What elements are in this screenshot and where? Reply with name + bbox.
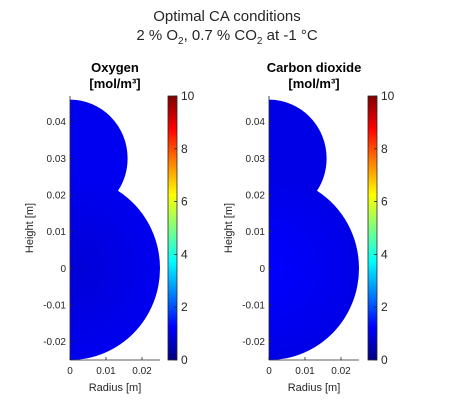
panel-title-line1: Oxygen	[91, 60, 139, 75]
colorbar-tick-label: 2	[181, 300, 188, 314]
chart-panel-2: Carbon dioxide[mol/m³] 0.04 0.03 0.02 0.01 0 -…	[223, 60, 395, 394]
co2-value: , 0.7 % CO	[184, 27, 257, 44]
colorbar	[367, 95, 378, 361]
colorbar-tick-label: 10	[181, 89, 195, 103]
y-axis-label: Height [m]	[223, 203, 235, 253]
axes-area	[269, 99, 359, 360]
x-tick-label: 0.01	[295, 366, 315, 377]
colorbar-tick-label: 6	[181, 195, 188, 209]
colorbar-tick-label: 4	[381, 247, 388, 261]
concentration-field	[269, 99, 359, 360]
y-tick-label: 0.01	[246, 227, 266, 238]
x-tick-label: 0	[67, 366, 73, 377]
colorbar-tick-label: 0	[381, 353, 388, 367]
colorbar-tick-label: 10	[381, 89, 395, 103]
colorbar-tick-label: 8	[181, 142, 188, 156]
colorbar-tick-label: 6	[381, 195, 388, 209]
colorbar-tick-label: 0	[181, 353, 188, 367]
y-tick-label: 0.03	[47, 154, 67, 165]
y-tick-label: 0.04	[47, 117, 67, 128]
o2-value: 2 % O	[136, 27, 178, 44]
y-tick-label: -0.02	[242, 337, 265, 348]
y-tick-label: -0.01	[43, 301, 66, 312]
x-tick-label: 0.01	[96, 366, 116, 377]
x-axis-label: Radius [m]	[288, 382, 341, 394]
y-tick-label: 0.01	[47, 227, 67, 238]
y-tick-label: 0.03	[246, 154, 266, 165]
x-tick-label: 0	[266, 366, 272, 377]
y-tick-label: 0.02	[47, 191, 67, 202]
figure-title-line2: 2 % O2, 0.7 % CO2 at -1 °C	[136, 27, 318, 47]
panel-title-line1: Carbon dioxide	[267, 60, 362, 75]
x-axis-label: Radius [m]	[89, 382, 142, 394]
y-tick-label: 0	[60, 264, 66, 275]
y-tick-label: -0.01	[242, 301, 265, 312]
y-tick-label: 0	[259, 264, 265, 275]
y-tick-label: 0.04	[246, 117, 266, 128]
axes-area	[70, 99, 160, 360]
colorbar	[167, 95, 178, 361]
colorbar-tick-label: 2	[381, 300, 388, 314]
x-tick-label: 0.02	[331, 366, 351, 377]
panel-title-line2: [mol/m³]	[288, 76, 339, 91]
colorbar-tick-label: 8	[381, 142, 388, 156]
co2-subscript: 2	[257, 36, 263, 47]
x-tick-label: 0.02	[132, 366, 152, 377]
temperature-text: at -1 °C	[262, 27, 317, 44]
y-axis-label: Height [m]	[24, 203, 36, 253]
concentration-field	[70, 99, 160, 360]
y-tick-label: -0.02	[43, 337, 66, 348]
panel-title-line2: [mol/m³]	[89, 76, 140, 91]
o2-subscript: 2	[178, 36, 184, 47]
colorbar-tick-label: 4	[181, 247, 188, 261]
figure-title-line1: Optimal CA conditions	[153, 8, 301, 25]
chart-panel-1: Oxygen[mol/m³] 0.04 0.03 0.02 0.01 0 -0.01 -0.0…	[24, 60, 195, 394]
y-tick-label: 0.02	[246, 191, 266, 202]
